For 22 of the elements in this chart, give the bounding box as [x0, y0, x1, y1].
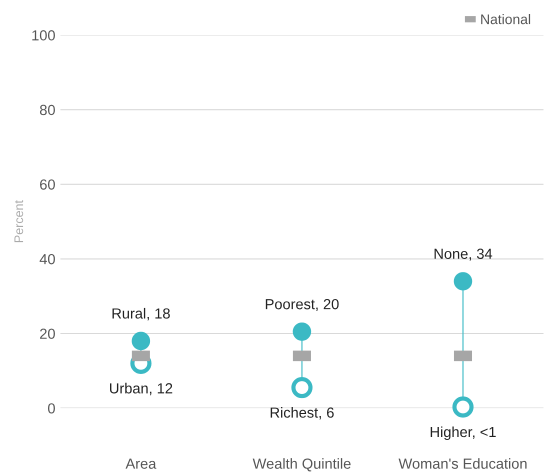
x-tick-label: Area	[126, 458, 156, 469]
y-tick-label: 40	[40, 254, 55, 264]
data-label: Rural, 18	[112, 308, 170, 320]
data-label: Higher, <1	[430, 426, 496, 440]
y-tick-label: 20	[40, 328, 55, 339]
data-label: None, 34	[434, 248, 492, 261]
legend-label: National	[481, 14, 530, 24]
point	[291, 377, 313, 398]
data-label: Urban, 12	[110, 382, 172, 396]
point	[454, 272, 472, 290]
y-axis-title: Percent	[14, 200, 24, 242]
point	[292, 322, 312, 341]
data-label: Richest, 6	[270, 407, 334, 420]
data-label: Poorest, 20	[266, 298, 339, 312]
x-tick-label: Wealth Quintile	[252, 458, 351, 472]
point	[132, 332, 150, 350]
y-tick-label: 60	[40, 179, 55, 190]
y-tick-label: 100	[32, 30, 55, 41]
y-tick-label: 0	[48, 403, 55, 414]
x-tick-label: Woman's Education	[398, 458, 527, 469]
y-tick-label: 80	[40, 104, 55, 116]
point	[452, 396, 474, 418]
